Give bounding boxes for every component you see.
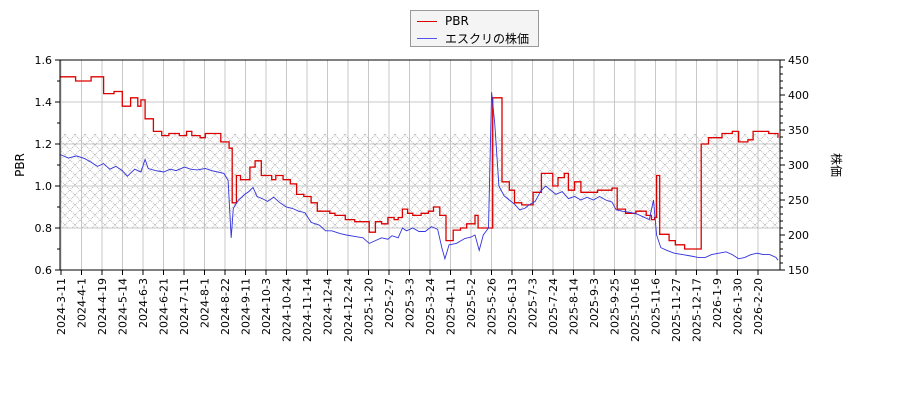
- x-tick-label: 2024-4-19: [96, 278, 109, 335]
- x-tick-label: 2024-6-3: [137, 278, 150, 328]
- right-tick-label: 450: [788, 54, 809, 67]
- x-tick-label: 2024-12-4: [322, 278, 335, 335]
- legend-swatch-price: [417, 37, 437, 39]
- left-tick-label: 0.8: [35, 222, 53, 235]
- x-tick-label: 2024-10-24: [281, 278, 294, 342]
- shaded-band: [60, 133, 780, 228]
- x-tick-label: 2024-8-1: [199, 278, 212, 328]
- x-tick-label: 2025-1-20: [363, 278, 376, 335]
- x-tick-label: 2025-7-3: [527, 278, 540, 328]
- legend-label-pbr: PBR: [445, 14, 469, 28]
- legend-label-price: エスクリの株価: [445, 31, 530, 46]
- x-tick-label: 2024-7-11: [178, 278, 191, 335]
- x-tick-label: 2024-11-14: [301, 278, 314, 342]
- x-tick-label: 2024-4-1: [76, 278, 89, 328]
- legend: PBR エスクリの株価: [410, 10, 539, 47]
- left-tick-label: 0.6: [35, 264, 53, 277]
- x-tick-label: 2026-1-9: [711, 278, 724, 328]
- x-tick-label: 2025-11-6: [650, 278, 663, 335]
- left-tick-label: 1.4: [35, 96, 53, 109]
- right-axis-title: 株価: [829, 153, 844, 177]
- x-tick-label: 2025-2-7: [383, 278, 396, 328]
- x-tick-label: 2024-5-14: [117, 278, 130, 335]
- legend-item-pbr: PBR: [417, 13, 469, 29]
- left-tick-label: 1.0: [35, 180, 53, 193]
- x-tick-label: 2026-2-20: [752, 278, 765, 335]
- left-axis-title: PBR: [13, 153, 27, 177]
- pbr-line: [60, 76, 779, 250]
- right-tick-label: 400: [788, 89, 809, 102]
- x-tick-label: 2024-9-11: [240, 278, 253, 335]
- x-tick-label: 2025-10-16: [629, 278, 642, 342]
- x-tick-label: 2024-12-24: [342, 278, 355, 342]
- x-tick-label: 2025-3-24: [424, 278, 437, 335]
- right-tick-label: 150: [788, 264, 809, 277]
- left-tick-label: 1.2: [35, 138, 53, 151]
- x-tick-label: 2025-11-27: [670, 278, 683, 342]
- x-tick-label: 2024-8-22: [219, 278, 232, 335]
- left-tick-label: 1.6: [35, 54, 53, 67]
- x-tick-label: 2024-6-21: [158, 278, 171, 335]
- right-tick-label: 300: [788, 159, 809, 172]
- legend-item-price: エスクリの株価: [417, 30, 529, 46]
- right-tick-label: 200: [788, 229, 809, 242]
- x-tick-label: 2025-7-24: [547, 278, 560, 335]
- x-tick-label: 2025-8-14: [568, 278, 581, 335]
- x-tick-label: 2025-9-3: [588, 278, 601, 328]
- right-tick-label: 250: [788, 194, 809, 207]
- x-tick-label: 2026-1-30: [732, 278, 745, 335]
- series-layer: [59, 76, 779, 261]
- left-axis: 0.6 0.8 1.0 1.2 1.4 1.6: [35, 54, 60, 277]
- right-axis: 150 200 250 300 350 400 450: [780, 54, 809, 277]
- x-tick-label: 2025-12-17: [691, 278, 704, 342]
- x-tick-label: 2024-3-11: [55, 278, 68, 335]
- stock-price-line: [59, 92, 779, 261]
- right-tick-label: 350: [788, 124, 809, 137]
- x-tick-label: 2025-6-13: [506, 278, 519, 335]
- x-tick-label: 2024-10-3: [260, 278, 273, 335]
- x-tick-label: 2025-5-26: [486, 278, 499, 335]
- legend-swatch-pbr: [417, 20, 437, 22]
- x-tick-label: 2025-4-11: [445, 278, 458, 335]
- x-tick-label: 2025-5-2: [465, 278, 478, 328]
- x-tick-label: 2025-3-3: [404, 278, 417, 328]
- x-tick-label: 2025-9-25: [609, 278, 622, 335]
- x-axis: 2024-3-11 2024-4-1 2024-4-19 2024-5-14 2024-…: [55, 270, 765, 342]
